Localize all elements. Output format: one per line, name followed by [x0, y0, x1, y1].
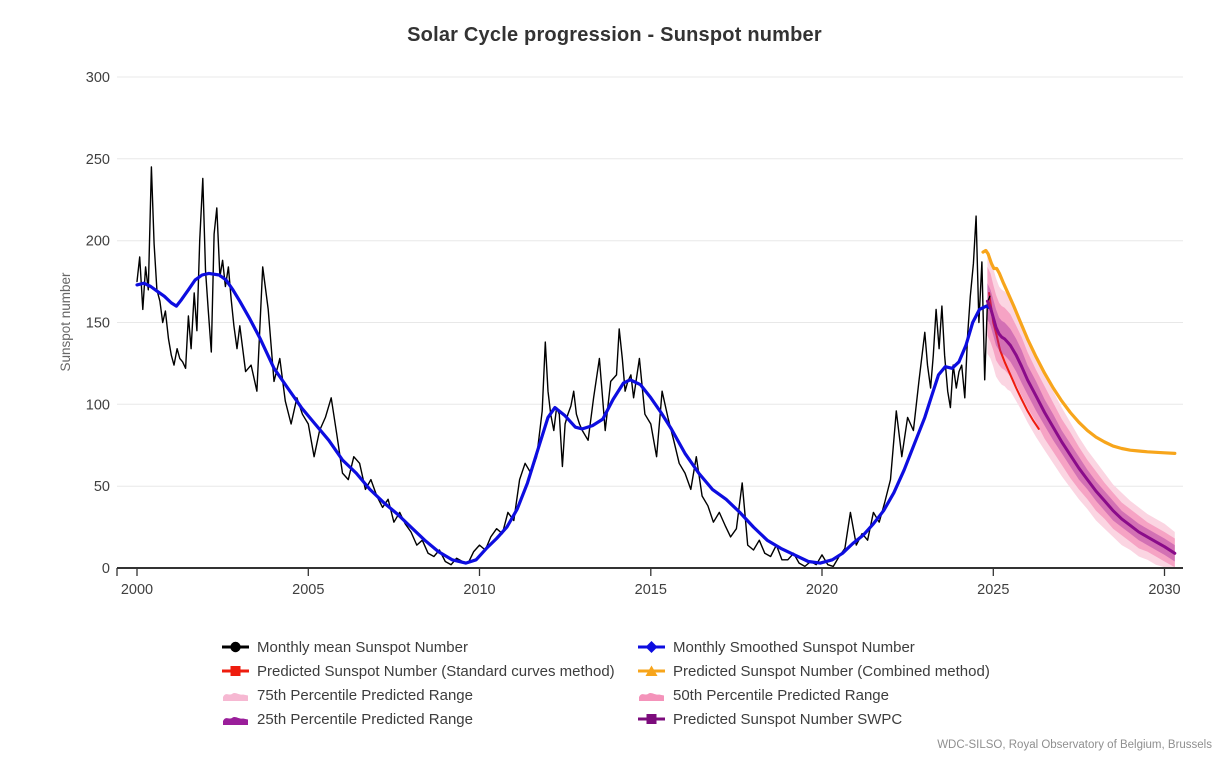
x-axis: 2000 2005 2010 2015 2020 2025 2030 [116, 567, 1183, 598]
legend-label: Monthly Smoothed Sunspot Number [673, 638, 915, 656]
area-range-icon [223, 716, 248, 725]
line-square-icon [638, 714, 665, 724]
area-range-icon [639, 692, 664, 701]
line-square-icon [222, 666, 249, 676]
series-monthly-smoothed [135, 271, 992, 565]
x-tick-label: 2000 [121, 582, 153, 598]
series-predicted-swpc [985, 299, 1177, 555]
legend-item-predicted-combined[interactable]: Predicted Sunspot Number (Combined metho… [638, 659, 990, 683]
series-monthly-mean [136, 166, 991, 568]
chart-title: Solar Cycle progression - Sunspot number [407, 24, 822, 46]
y-tick-label: 250 [86, 152, 110, 168]
legend-label: Predicted Sunspot Number (Combined metho… [673, 662, 990, 680]
legend-column-left: Monthly mean Sunspot Number Predicted Su… [222, 635, 638, 731]
line-diamond-icon [638, 641, 665, 653]
y-tick-label: 0 [102, 561, 110, 577]
legend-label: Monthly mean Sunspot Number [257, 638, 468, 656]
legend-item-50th-percentile[interactable]: 50th Percentile Predicted Range [638, 683, 990, 707]
legend-label: 75th Percentile Predicted Range [257, 686, 473, 704]
y-tick-label: 300 [86, 70, 110, 86]
x-tick-label: 2030 [1148, 582, 1180, 598]
x-tick-label: 2015 [635, 582, 667, 598]
y-tick-label: 100 [86, 397, 110, 413]
attribution-text: WDC-SILSO, Royal Observatory of Belgium,… [937, 739, 1212, 751]
legend-label: 50th Percentile Predicted Range [673, 686, 889, 704]
x-tick-label: 2025 [977, 582, 1009, 598]
legend-item-monthly-smoothed[interactable]: Monthly Smoothed Sunspot Number [638, 635, 990, 659]
legend-item-75th-percentile[interactable]: 75th Percentile Predicted Range [222, 683, 638, 707]
y-tick-label: 50 [94, 479, 110, 495]
legend-item-predicted-standard[interactable]: Predicted Sunspot Number (Standard curve… [222, 659, 638, 683]
x-tick-label: 2020 [806, 582, 838, 598]
legend-label: Predicted Sunspot Number (Standard curve… [257, 662, 615, 680]
band-75th-percentile [987, 248, 1175, 568]
x-tick-label: 2010 [463, 582, 495, 598]
legend-item-monthly-mean[interactable]: Monthly mean Sunspot Number [222, 635, 638, 659]
gridlines [117, 76, 1183, 487]
y-axis-title: Sunspot number [58, 272, 73, 372]
series-predicted-combined [981, 248, 1177, 455]
legend-item-predicted-swpc[interactable]: Predicted Sunspot Number SWPC [638, 707, 990, 731]
x-tick-label: 2005 [292, 582, 324, 598]
y-axis: 0 50 100 150 200 250 300 Sunspot number [58, 70, 110, 577]
line-triangle-icon [638, 665, 665, 676]
y-tick-label: 150 [86, 316, 110, 332]
band-50th-percentile [987, 266, 1175, 568]
legend-item-25th-percentile[interactable]: 25th Percentile Predicted Range [222, 707, 638, 731]
chart-legend: Monthly mean Sunspot Number Predicted Su… [222, 635, 990, 731]
line-circle-icon [222, 641, 249, 653]
y-tick-label: 200 [86, 234, 110, 250]
legend-column-right: Monthly Smoothed Sunspot Number Predicte… [638, 635, 990, 731]
legend-label: 25th Percentile Predicted Range [257, 710, 473, 728]
area-range-icon [223, 692, 248, 701]
legend-label: Predicted Sunspot Number SWPC [673, 710, 903, 728]
series-predicted-standard [988, 292, 1040, 430]
